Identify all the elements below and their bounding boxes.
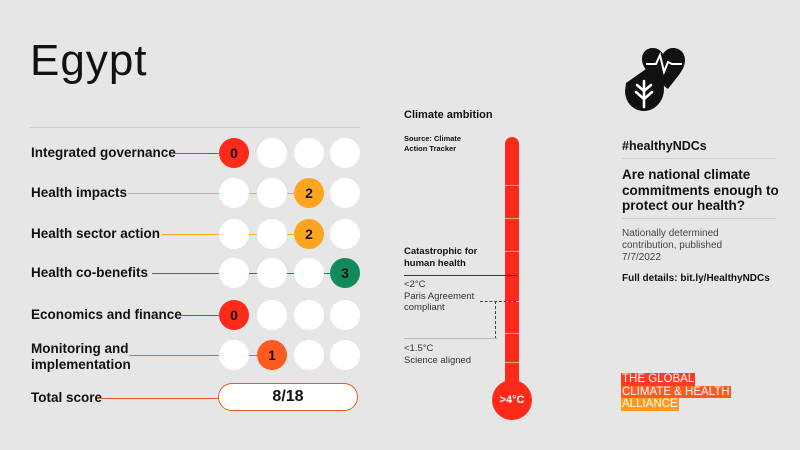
dashed-marker	[480, 301, 516, 302]
paris-temp: <2°C	[404, 279, 426, 290]
ndc-info: Nationally determined contribution, publ…	[622, 228, 723, 263]
catastrophic-line	[404, 275, 517, 276]
divider	[622, 218, 776, 219]
science-line	[404, 338, 497, 339]
score-dot-empty	[294, 258, 324, 288]
row-label: Integrated governance	[31, 145, 176, 160]
total-score-label: Total score	[31, 390, 103, 405]
hearts-leaf-icon	[625, 48, 685, 111]
logo-line: THE GLOBAL	[621, 373, 696, 386]
score-dot-empty	[219, 219, 249, 249]
score-dot-filled: 0	[219, 138, 249, 168]
logo-line: ALLIANCE	[621, 398, 679, 411]
science-text: Science aligned	[404, 354, 472, 366]
row-leader-line	[128, 193, 294, 194]
thermometer-tick	[505, 185, 519, 186]
details-link[interactable]: Full details: bit.ly/HealthyNDCs	[622, 273, 770, 284]
score-dot-filled: 3	[330, 258, 360, 288]
row-label: Economics and finance	[31, 307, 182, 322]
score-dot-empty	[330, 300, 360, 330]
paris-label: <2°C Paris Agreement compliant	[404, 279, 504, 314]
question-heading: Are national climate commitments enough …	[622, 167, 779, 213]
divider	[30, 127, 360, 128]
score-dot-empty	[330, 340, 360, 370]
catastrophic-label: Catastrophic for human health	[404, 246, 478, 269]
row-label: Monitoring and implementation	[31, 341, 131, 372]
score-dot-empty	[257, 258, 287, 288]
row-leader-line	[175, 153, 219, 154]
thermometer-bulb: >4°C	[492, 380, 532, 420]
dashed-marker	[495, 301, 496, 339]
paris-text: Paris Agreement compliant	[404, 290, 475, 314]
score-dot-empty	[257, 138, 287, 168]
row-leader-line	[130, 355, 257, 356]
source-note: Source: Climate Action Tracker	[404, 134, 462, 153]
score-dot-empty	[257, 219, 287, 249]
score-dot-empty	[330, 178, 360, 208]
thermometer-tick	[505, 333, 519, 334]
thermometer-tick	[505, 251, 519, 252]
score-dot-empty	[294, 340, 324, 370]
score-dot-empty	[219, 258, 249, 288]
score-dot-empty	[219, 340, 249, 370]
score-dot-empty	[257, 178, 287, 208]
row-leader-line	[180, 315, 219, 316]
score-dot-filled: 1	[257, 340, 287, 370]
score-dot-empty	[257, 300, 287, 330]
score-dot-empty	[294, 138, 324, 168]
gcha-logo: THE GLOBAL CLIMATE & HEALTH ALLIANCE	[621, 373, 731, 411]
thermometer-tick	[505, 362, 519, 363]
hashtag: #healthyNDCs	[622, 139, 707, 153]
country-title: Egypt	[30, 36, 148, 85]
logo-line: CLIMATE & HEALTH	[621, 385, 731, 398]
science-temp: <1.5°C	[404, 343, 434, 354]
score-dot-empty	[330, 219, 360, 249]
thermometer-tube	[505, 137, 519, 397]
row-label: Health sector action	[31, 226, 161, 241]
row-label: Health impacts	[31, 185, 128, 200]
score-dot-empty	[330, 138, 360, 168]
score-dot-filled: 2	[294, 178, 324, 208]
divider	[622, 158, 776, 159]
thermometer-tick	[505, 218, 519, 219]
science-label: <1.5°C Science aligned	[404, 343, 504, 366]
score-dot-filled: 2	[294, 219, 324, 249]
row-label: Health co-benefits	[31, 265, 149, 280]
total-score-value: 8/18	[218, 383, 358, 411]
score-dot-empty	[219, 178, 249, 208]
score-dot-empty	[294, 300, 324, 330]
total-leader-line	[100, 398, 220, 399]
climate-ambition-title: Climate ambition	[404, 109, 493, 121]
score-dot-filled: 0	[219, 300, 249, 330]
